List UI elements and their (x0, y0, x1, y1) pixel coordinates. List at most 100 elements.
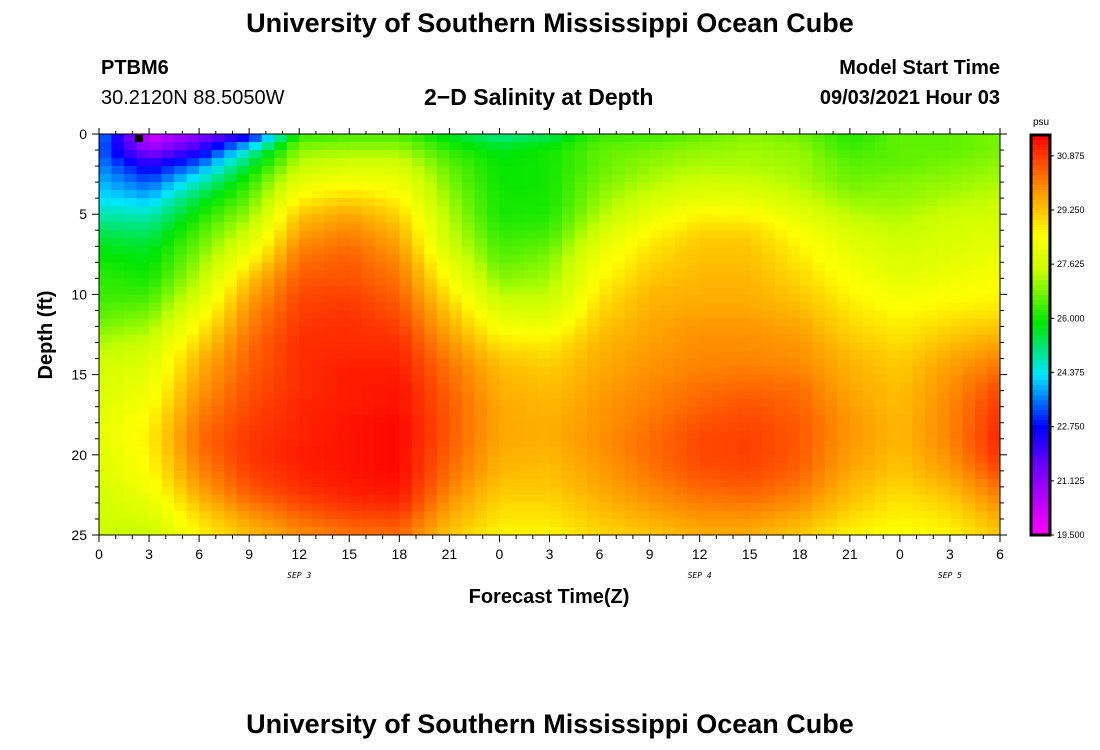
heatmap-cell (912, 326, 926, 336)
heatmap-cell (974, 334, 989, 344)
heatmap-cell (274, 270, 288, 279)
heatmap-cell (562, 318, 576, 328)
heatmap-cell (124, 310, 138, 320)
heatmap-cell (449, 262, 463, 271)
x-tick-label: 21 (442, 546, 458, 562)
heatmap-cell (762, 286, 776, 295)
heatmap-cell (812, 494, 826, 504)
heatmap-cell (199, 526, 213, 535)
heatmap-cell (849, 366, 863, 376)
heatmap-cell (962, 134, 976, 143)
heatmap-cell (99, 326, 113, 336)
heatmap-cell (824, 278, 838, 287)
heatmap-cell (174, 262, 188, 271)
heatmap-cell (862, 526, 876, 535)
heatmap-cell (199, 158, 213, 167)
heatmap-cell (261, 206, 275, 215)
heatmap-cell (624, 270, 638, 279)
heatmap-cell (274, 190, 288, 199)
heatmap-cell (411, 246, 425, 255)
heatmap-cell (974, 478, 989, 488)
heatmap-cell (236, 422, 250, 432)
heatmap-cell (612, 526, 626, 535)
heatmap-cell (124, 462, 138, 472)
heatmap-cell (461, 374, 476, 384)
heatmap-cell (637, 134, 651, 143)
colorbar-swatch (1031, 265, 1050, 271)
heatmap-cell (136, 134, 150, 143)
heatmap-cell (724, 286, 738, 295)
model-start-value: 09/03/2021 Hour 03 (819, 87, 1000, 109)
heatmap-cell (949, 390, 964, 400)
heatmap-cell (637, 222, 651, 231)
heatmap-cell (924, 494, 939, 504)
heatmap-cell (486, 182, 501, 191)
heatmap-cell (361, 262, 375, 271)
heatmap-cell (411, 518, 425, 528)
heatmap-cell (486, 518, 501, 528)
heatmap-cell (224, 422, 238, 432)
heatmap-cell (286, 166, 300, 175)
heatmap-cell (361, 222, 375, 231)
heatmap-cell (549, 334, 563, 344)
heatmap-cell (449, 486, 463, 496)
heatmap-cell (286, 414, 300, 424)
heatmap-cell (574, 134, 588, 143)
colorbar-swatch (1031, 215, 1050, 221)
heatmap-cell (124, 342, 138, 352)
heatmap-cell (374, 478, 388, 488)
colorbar-swatch (1031, 485, 1050, 491)
heatmap-cell (449, 478, 463, 488)
heatmap-cell (461, 462, 476, 472)
heatmap-cell (349, 414, 363, 424)
heatmap-cell (899, 182, 913, 191)
heatmap-cell (774, 414, 788, 424)
heatmap-cell (461, 430, 476, 440)
heatmap-cell (136, 222, 150, 231)
heatmap-cell (562, 350, 576, 360)
heatmap-cell (687, 414, 701, 424)
heatmap-cell (724, 270, 738, 279)
heatmap-cell (562, 310, 576, 320)
heatmap-cell (587, 358, 601, 368)
heatmap-cell (524, 150, 538, 159)
heatmap-cell (399, 518, 413, 528)
heatmap-cell (899, 422, 913, 432)
heatmap-cell (424, 270, 438, 279)
colorbar-swatch (1031, 395, 1050, 401)
heatmap-cell (724, 190, 738, 199)
heatmap-cell (837, 326, 851, 336)
heatmap-cell (912, 406, 926, 416)
heatmap-cell (549, 486, 563, 496)
heatmap-cell (724, 246, 738, 255)
heatmap-cell (249, 494, 263, 504)
heatmap-cell (411, 222, 425, 231)
heatmap-cell (837, 414, 851, 424)
heatmap-cell (699, 198, 713, 207)
colorbar-swatch (1031, 160, 1050, 166)
heatmap-cell (236, 230, 250, 239)
heatmap-cell (949, 246, 964, 255)
heatmap-cell (674, 342, 688, 352)
heatmap-cell (249, 406, 263, 416)
heatmap-cell (587, 310, 601, 320)
heatmap-cell (274, 422, 288, 432)
heatmap-cell (574, 286, 588, 295)
heatmap-cell (862, 398, 876, 408)
heatmap-cell (924, 246, 939, 255)
heatmap-cell (124, 494, 138, 504)
heatmap-cell (787, 270, 801, 279)
colorbar-swatch (1031, 380, 1050, 386)
heatmap-cell (574, 398, 588, 408)
heatmap-cell (824, 446, 838, 456)
heatmap-cell (211, 350, 225, 360)
heatmap-cell (161, 238, 175, 247)
heatmap-cell (924, 182, 939, 191)
heatmap-cell (336, 366, 350, 376)
heatmap-cell (474, 446, 488, 456)
heatmap-cell (574, 278, 588, 287)
heatmap-cell (311, 446, 325, 456)
heatmap-cell (612, 190, 626, 199)
heatmap-cell (474, 334, 488, 344)
heatmap-cell (449, 430, 463, 440)
